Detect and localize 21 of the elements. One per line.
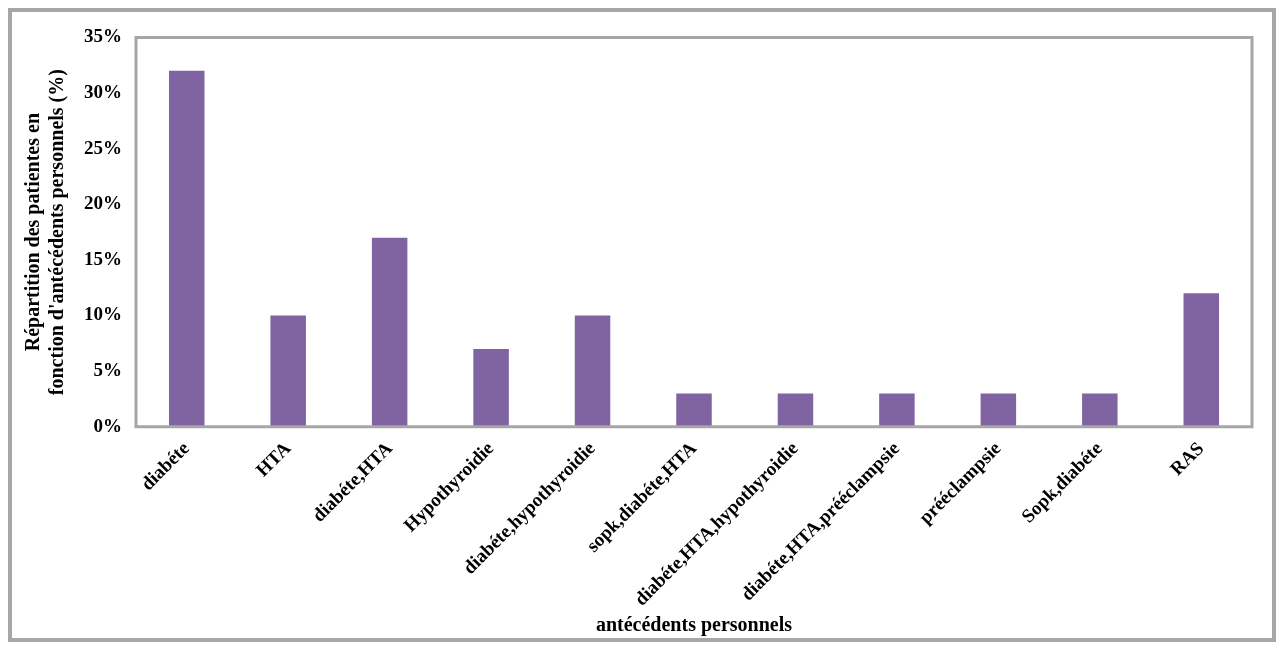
y-tick-label: 10% — [84, 303, 122, 325]
y-tick-label: 30% — [84, 80, 122, 102]
bar — [473, 348, 509, 427]
bar — [980, 393, 1017, 427]
y-tick-label: 35% — [84, 25, 122, 47]
bar — [1082, 393, 1118, 427]
y-axis-title: Répartition des patientes en fonction d'antécédents personnels (%) — [21, 69, 69, 396]
bar — [1183, 293, 1220, 427]
x-axis-title: antécédents personnels — [595, 613, 793, 637]
bar — [574, 315, 611, 427]
y-tick-label: 5% — [93, 359, 122, 381]
bar — [879, 393, 915, 427]
y-tick-label: 15% — [84, 247, 122, 269]
bar — [676, 393, 712, 427]
y-tick-label: 20% — [84, 192, 122, 214]
y-tick-label: 25% — [84, 136, 122, 158]
bar — [168, 70, 205, 427]
bar — [371, 237, 408, 427]
y-tick-label: 0% — [93, 414, 122, 436]
bar — [777, 393, 814, 427]
bar — [270, 315, 306, 427]
